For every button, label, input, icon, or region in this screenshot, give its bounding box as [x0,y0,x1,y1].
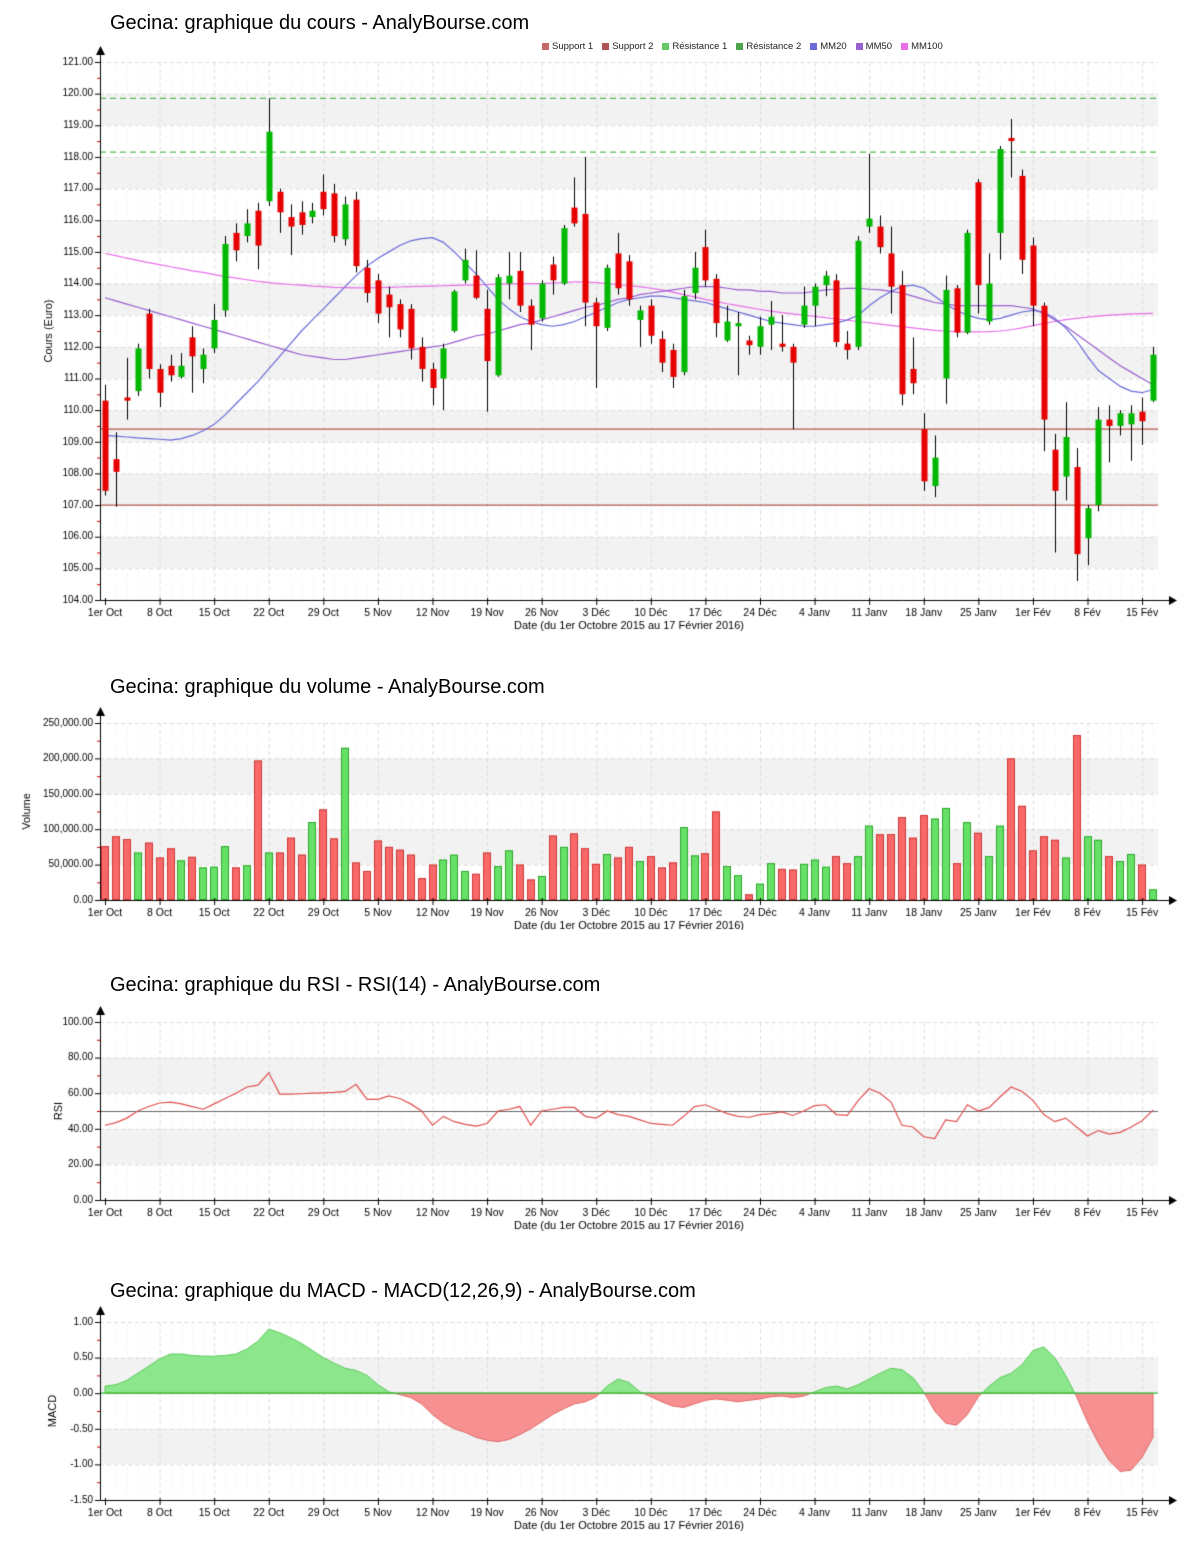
macd-chart-canvas [0,1240,1200,1550]
legend-swatch-icon [542,43,549,50]
legend-item-support-2: Support 2 [602,41,653,52]
legend-label: MM20 [820,41,847,52]
legend-swatch-icon [602,43,610,50]
legend-swatch-icon [855,43,863,50]
rsi-chart-section: Gecina: graphique du RSI - RSI(14) - Ana… [0,930,1200,1240]
legend-swatch-icon [736,43,744,50]
price-chart-legend: Support 1 Support 2 Résistance 1 Résistance… [542,41,943,52]
legend-swatch-icon [810,43,818,50]
legend-item-support-1: Support 1 [542,41,593,52]
price-chart-section: Gecina: graphique du cours - AnalyBourse… [0,0,1200,660]
legend-label: Support 2 [612,41,654,52]
legend-label: Résistance 1 [672,41,728,52]
legend-label: MM100 [911,41,943,52]
legend-swatch-icon [662,43,670,50]
volume-chart-section: Gecina: graphique du volume - AnalyBours… [0,660,1200,930]
volume-chart-canvas [0,660,1200,930]
rsi-chart-title: Gecina: graphique du RSI - RSI(14) - Ana… [110,974,601,996]
legend-item-résistance-1: Résistance 1 [662,41,727,52]
macd-chart-section: Gecina: graphique du MACD - MACD(12,26,9… [0,1240,1200,1550]
legend-item-résistance-2: Résistance 2 [736,41,801,52]
price-chart-canvas [0,0,1200,660]
rsi-chart-canvas [0,930,1200,1240]
legend-label: Support 1 [552,41,594,52]
legend-label: MM50 [865,41,893,52]
legend-item-mm50: MM50 [855,41,893,52]
legend-item-mm20: MM20 [810,41,847,52]
volume-chart-title: Gecina: graphique du volume - AnalyBours… [110,676,545,698]
price-chart-title: Gecina: graphique du cours - AnalyBourse… [110,12,530,34]
legend-label: Résistance 2 [746,41,802,52]
legend-item-mm100: MM100 [901,41,943,52]
legend-swatch-icon [901,43,909,50]
macd-chart-title: Gecina: graphique du MACD - MACD(12,26,9… [110,1280,696,1302]
